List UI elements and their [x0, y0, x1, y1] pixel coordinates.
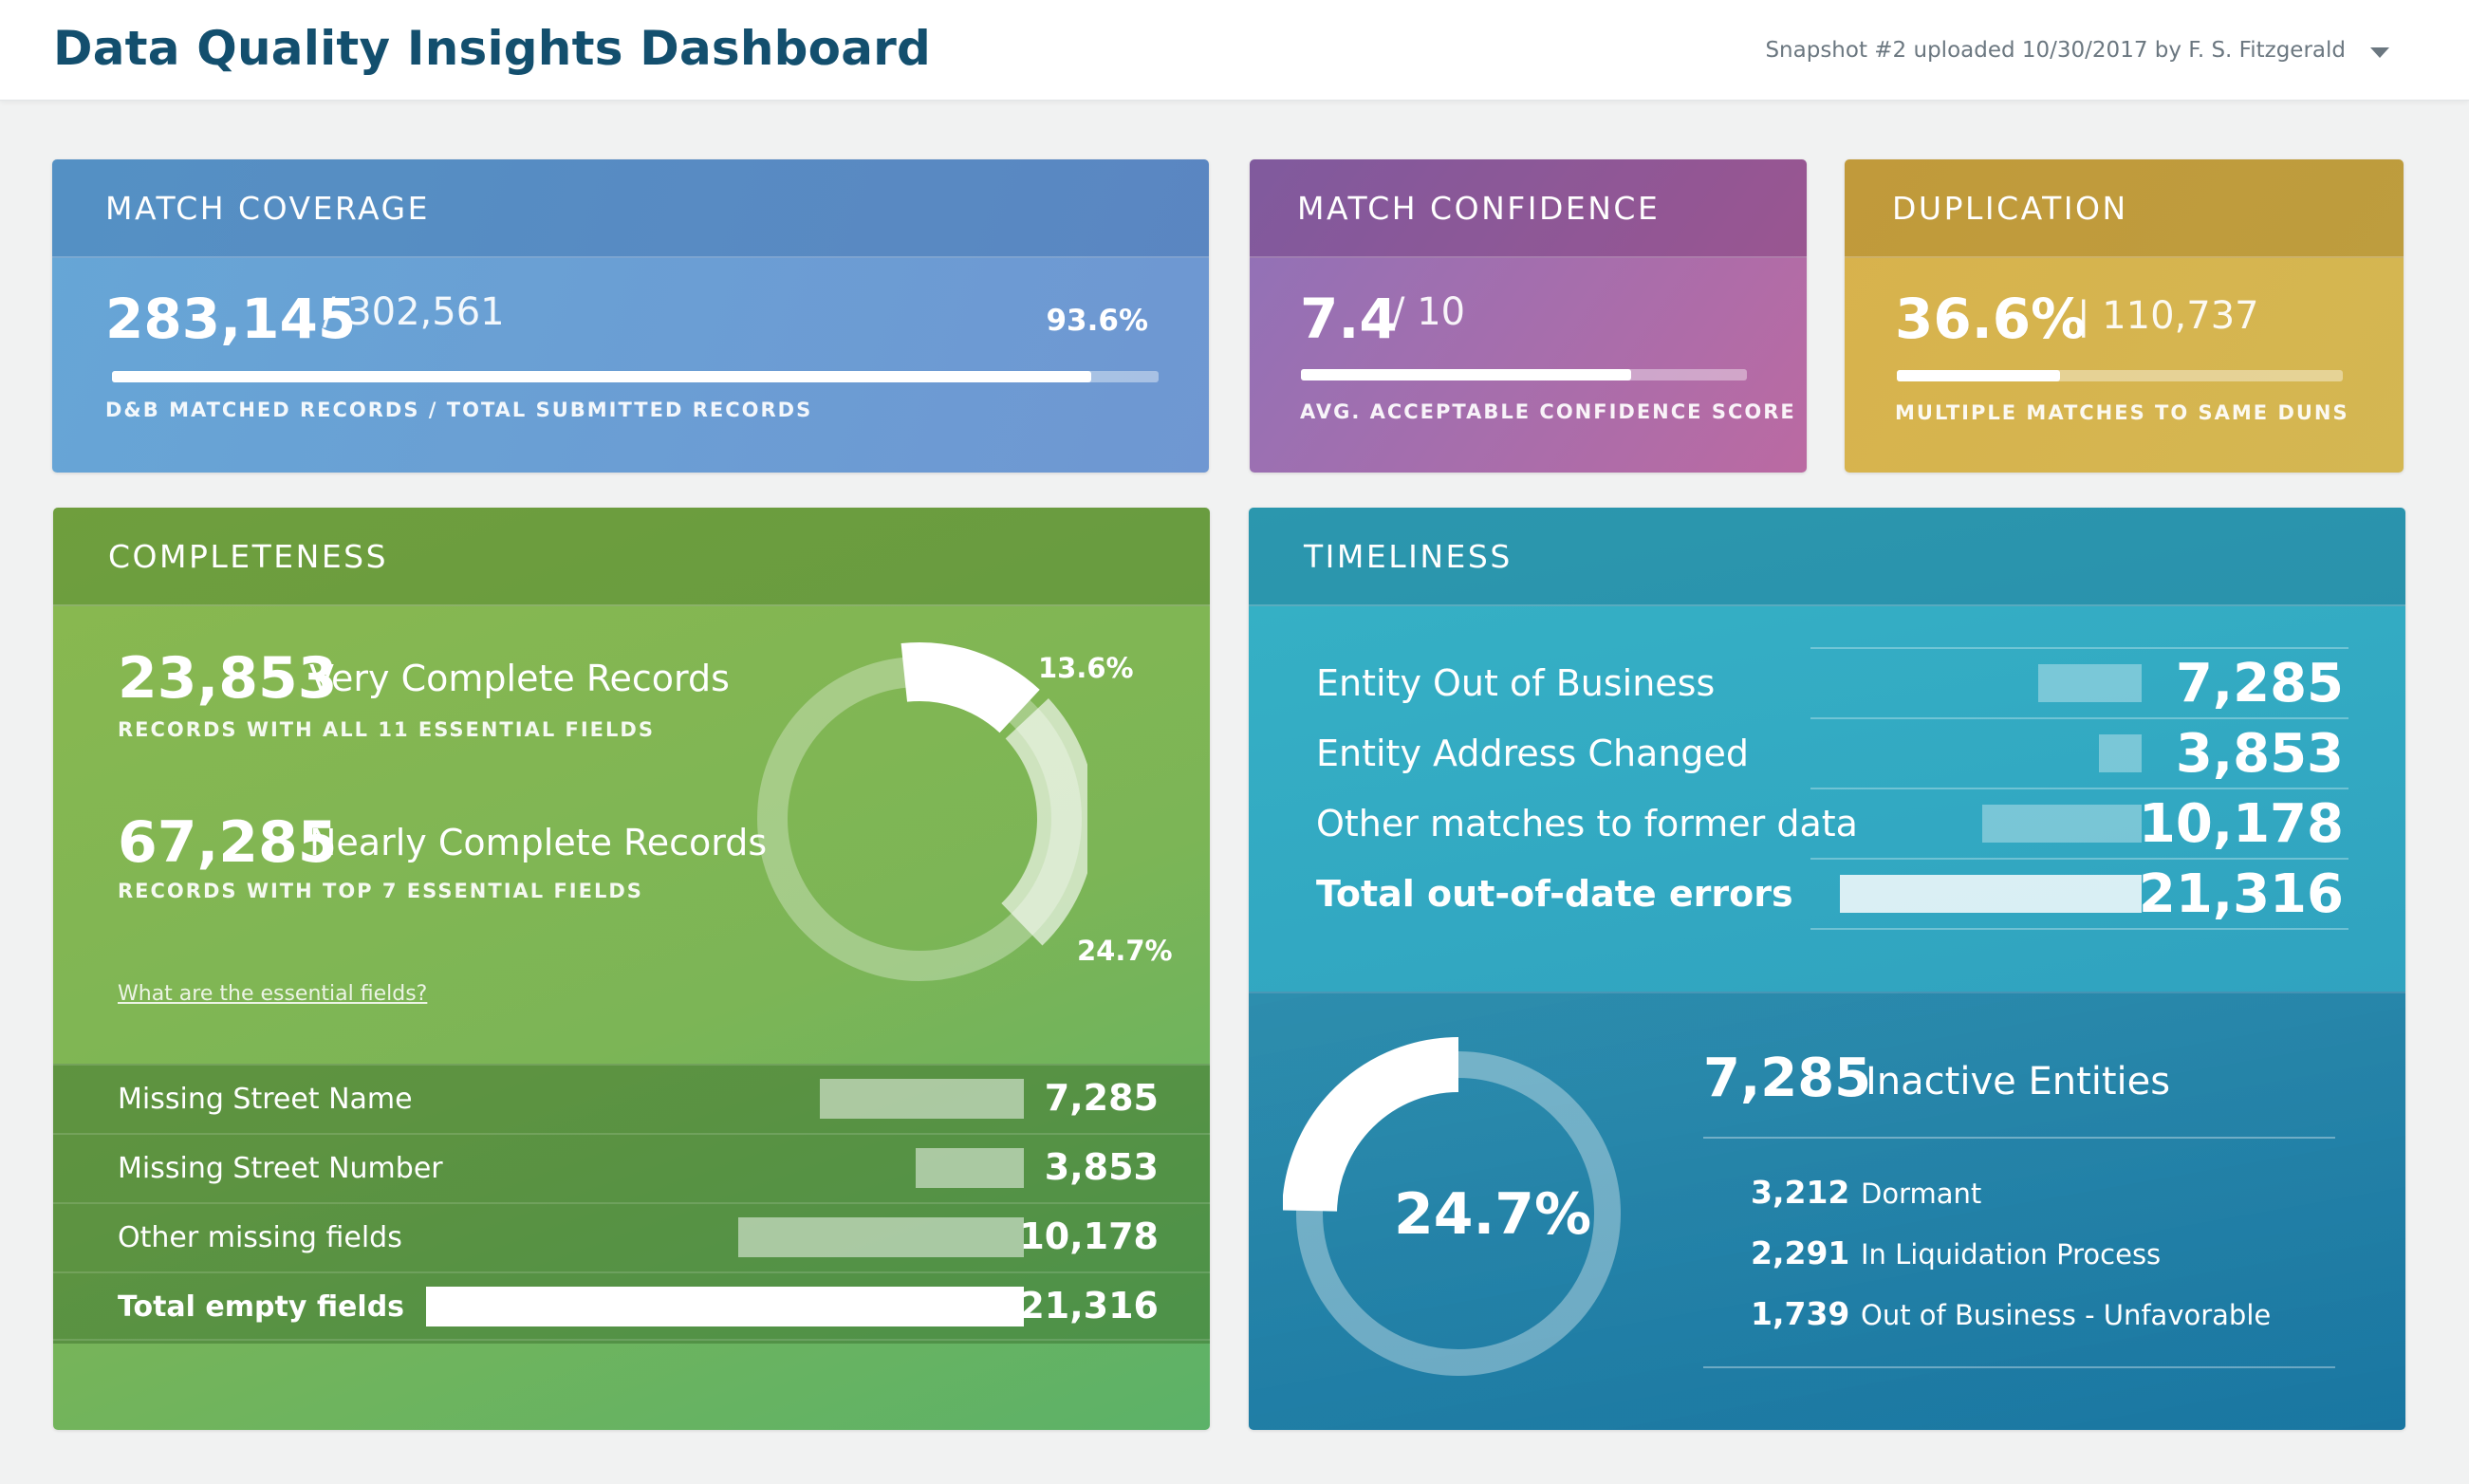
- missing-bar: [737, 1217, 1024, 1257]
- very-complete-title: Very Complete Records: [309, 658, 730, 699]
- match-confidence-card: MATCH CONFIDENCE 7.4 / 10 AVG. ACCEPTABL…: [1250, 159, 1807, 473]
- coverage-percent: 93.6%: [1046, 304, 1148, 338]
- missing-value: 21,316: [1019, 1285, 1159, 1326]
- divider: [1703, 1366, 2335, 1368]
- timeliness-card: TIMELINESS Entity Out of Business 7,285 …: [1249, 508, 2405, 1430]
- card-title: COMPLETENESS: [108, 537, 389, 575]
- divider: [1810, 717, 2348, 719]
- completeness-card: COMPLETENESS 23,853 Very Complete Record…: [53, 508, 1210, 1430]
- inactive-item-count: 1,739: [1751, 1295, 1850, 1332]
- missing-value: 7,285: [1044, 1077, 1159, 1119]
- list-item-total: Total out-of-date errors 21,316: [1249, 860, 2405, 930]
- card-title: TIMELINESS: [1304, 537, 1513, 575]
- inactive-percent: 24.7%: [1394, 1181, 1592, 1248]
- missing-bar: [426, 1287, 1024, 1326]
- inactive-item-count: 3,212: [1751, 1174, 1850, 1211]
- coverage-progress-fill: [112, 371, 1092, 382]
- timeliness-header: TIMELINESS: [1249, 508, 2405, 606]
- missing-label: Missing Street Number: [118, 1152, 443, 1185]
- inactive-item-label: Out of Business - Unfavorable: [1861, 1299, 2272, 1331]
- very-complete-count: 23,853: [118, 645, 338, 712]
- card-title: MATCH CONFIDENCE: [1297, 189, 1661, 227]
- completeness-header: COMPLETENESS: [53, 508, 1210, 606]
- divider: [1810, 928, 2348, 930]
- confidence-max: / 10: [1392, 290, 1466, 334]
- match-coverage-header: MATCH COVERAGE: [52, 159, 1209, 258]
- duplication-card: DUPLICATION 36.6% | 110,737 MULTIPLE MAT…: [1845, 159, 2404, 473]
- confidence-progress-fill: [1301, 369, 1631, 380]
- top-bar: Data Quality Insights Dashboard Snapshot…: [0, 0, 2469, 101]
- match-confidence-header: MATCH CONFIDENCE: [1250, 159, 1807, 258]
- duplication-header: DUPLICATION: [1845, 159, 2404, 258]
- timeliness-label: Other matches to former data: [1316, 803, 1858, 844]
- divider: [1810, 647, 2348, 649]
- coverage-progress-track: [112, 371, 1159, 382]
- table-row: Other missing fields 10,178: [53, 1202, 1210, 1271]
- list-item: Other matches to former data 10,178: [1249, 789, 2405, 860]
- inactive-item-label: In Liquidation Process: [1861, 1238, 2162, 1271]
- inactive-item-count: 2,291: [1751, 1234, 1850, 1271]
- timeliness-bar: [2099, 734, 2142, 772]
- missing-bar: [819, 1079, 1024, 1119]
- nearly-complete-count: 67,285: [118, 809, 338, 876]
- donut-very-complete-arc: [900, 642, 1040, 733]
- confidence-label: AVG. ACCEPTABLE CONFIDENCE SCORE: [1300, 400, 1796, 423]
- total-records-value: / 302,561: [323, 290, 505, 334]
- inactive-donut: [1283, 1037, 1621, 1376]
- timeliness-label: Total out-of-date errors: [1316, 873, 1793, 915]
- card-title: DUPLICATION: [1892, 189, 2128, 227]
- missing-value: 3,853: [1044, 1146, 1159, 1188]
- table-row: Missing Street Number 3,853: [53, 1133, 1210, 1202]
- donut-nearly-percent: 24.7%: [1077, 935, 1173, 967]
- duplication-progress-track: [1897, 370, 2343, 381]
- missing-value: 10,178: [1019, 1215, 1159, 1257]
- confidence-progress-track: [1301, 369, 1747, 380]
- match-coverage-card: MATCH COVERAGE 283,145 / 302,561 93.6% D…: [52, 159, 1209, 473]
- missing-fields-table: Missing Street Name 7,285 Missing Street…: [53, 1064, 1210, 1344]
- timeliness-bar: [2038, 664, 2142, 702]
- missing-label: Total empty fields: [118, 1290, 405, 1324]
- inactive-count: 7,285: [1703, 1048, 1872, 1109]
- timeliness-bar: [1981, 805, 2142, 843]
- divider: [1810, 788, 2348, 789]
- missing-label: Other missing fields: [118, 1221, 402, 1254]
- timeliness-label: Entity Out of Business: [1316, 662, 1716, 704]
- missing-label: Missing Street Name: [118, 1083, 413, 1116]
- missing-bar: [915, 1148, 1024, 1188]
- card-title: MATCH COVERAGE: [105, 189, 430, 227]
- duplication-label: MULTIPLE MATCHES TO SAME DUNS: [1895, 401, 2349, 424]
- nearly-complete-subtitle: RECORDS WITH TOP 7 ESSENTIAL FIELDS: [118, 880, 643, 902]
- duplication-count: | 110,737: [2077, 294, 2259, 338]
- duplication-percent: 36.6%: [1895, 287, 2087, 351]
- duplication-progress-fill: [1897, 370, 2061, 381]
- donut-inactive-arc: [1283, 1037, 1459, 1213]
- timeliness-value: 7,285: [2175, 653, 2344, 714]
- timeliness-label: Entity Address Changed: [1316, 733, 1750, 774]
- coverage-label: D&B MATCHED RECORDS / TOTAL SUBMITTED RE…: [105, 399, 813, 421]
- timeliness-value: 10,178: [2138, 793, 2344, 855]
- table-row: Missing Street Name 7,285: [53, 1064, 1210, 1133]
- divider: [1703, 1137, 2335, 1139]
- donut-very-percent: 13.6%: [1038, 652, 1134, 684]
- divider: [1810, 858, 2348, 860]
- confidence-score: 7.4: [1300, 287, 1398, 351]
- timeliness-value: 21,316: [2138, 863, 2344, 925]
- timeliness-value: 3,853: [2175, 723, 2344, 785]
- completeness-donut: [757, 642, 1087, 981]
- nearly-complete-title: Nearly Complete Records: [309, 822, 768, 863]
- donut-nearly-complete-arc: [1000, 698, 1087, 946]
- matched-records-value: 283,145: [105, 287, 357, 351]
- list-item: Entity Out of Business 7,285: [1249, 649, 2405, 719]
- chevron-down-icon[interactable]: [2370, 47, 2389, 58]
- inactive-entities-panel: 24.7% 7,285 Inactive Entities 3,212 Dorm…: [1249, 992, 2405, 1430]
- inactive-title: Inactive Entities: [1866, 1060, 2171, 1104]
- page-title: Data Quality Insights Dashboard: [53, 21, 931, 76]
- inactive-item-label: Dormant: [1861, 1178, 1982, 1210]
- list-item: Entity Address Changed 3,853: [1249, 719, 2405, 789]
- snapshot-selector[interactable]: Snapshot #2 uploaded 10/30/2017 by F. S.…: [1765, 38, 2346, 63]
- essential-fields-link[interactable]: What are the essential fields?: [118, 982, 428, 1006]
- timeliness-bar: [1840, 875, 2142, 913]
- very-complete-subtitle: RECORDS WITH ALL 11 ESSENTIAL FIELDS: [118, 718, 655, 741]
- table-row-total: Total empty fields 21,316: [53, 1271, 1210, 1341]
